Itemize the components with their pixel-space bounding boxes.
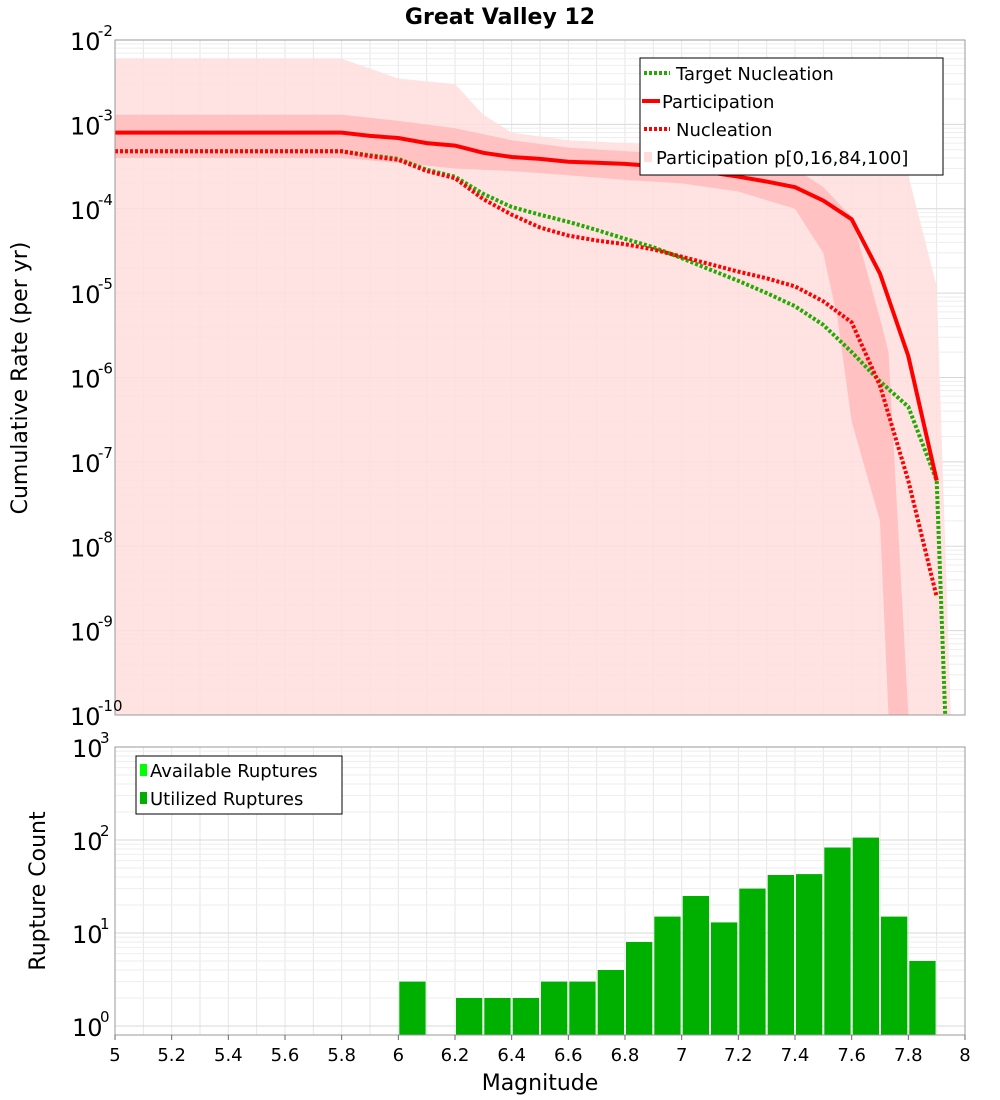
x-tick-label: 7.4 (781, 1045, 810, 1066)
series-line-nucleation (115, 149, 939, 598)
rupture-bars (399, 837, 936, 1035)
x-tick-label: 5 (109, 1045, 120, 1066)
rupture-bar (541, 981, 568, 1035)
legend-label-participation-band: Participation p[0,16,84,100] (656, 148, 908, 169)
legend-label-target-nucleation: Target Nucleation (675, 64, 834, 85)
x-tick-label: 6.8 (611, 1045, 640, 1066)
legend-swatch-utilized (140, 792, 147, 804)
rupture-bar (512, 998, 539, 1035)
legend-swatch-participation-band (644, 152, 652, 162)
rupture-bar (682, 896, 709, 1035)
top-y-tick-exponent: -7 (98, 444, 113, 462)
top-y-tick-exponent: -5 (98, 275, 113, 293)
bottom-y-tick-label: 10 (72, 1014, 103, 1042)
x-tick-label: 7.8 (894, 1045, 923, 1066)
bottom-legend: Available Ruptures Utilized Ruptures (135, 755, 343, 815)
bottom-y-tick-label: 10 (72, 921, 103, 949)
bottom-plot-frame (114, 746, 966, 1036)
rupture-bar (711, 922, 738, 1035)
x-ticks: 5 5.2 5.4 5.6 5.8 6 6.2 6.4 6.6 6.8 7 7.2 7.4 7.6 7.8 8 (109, 1035, 971, 1066)
rupture-bar (597, 970, 624, 1035)
top-y-tick-exponent: -2 (98, 22, 113, 40)
rupture-bar (484, 998, 511, 1035)
top-y-tick-label: 10 (70, 28, 101, 56)
x-tick-label: 6 (393, 1045, 404, 1066)
top-y-tick-label: 10 (70, 366, 101, 394)
bottom-y-tick-label: 10 (72, 735, 103, 763)
top-y-tick-exponent: -9 (98, 613, 113, 631)
top-y-tick-label: 10 (70, 619, 101, 647)
x-axis-label: Magnitude (482, 1071, 599, 1096)
chart-title: Great Valley 12 (405, 5, 595, 30)
rate-lines (115, 130, 948, 716)
top-plot-frame (114, 39, 966, 716)
bottom-y-tick-exponent: 3 (100, 729, 110, 747)
top-legend: Target Nucleation Participation Nucleati… (639, 57, 944, 176)
bottom-y-axis-label: Rupture Count (26, 811, 51, 971)
top-y-tick-label: 10 (70, 534, 101, 562)
x-tick-label: 8 (959, 1045, 970, 1066)
x-tick-label: 5.6 (271, 1045, 300, 1066)
legend-label-available: Available Ruptures (150, 761, 318, 782)
top-y-axis-label: Cumulative Rate (per yr) (8, 242, 33, 515)
rupture-bar (796, 874, 823, 1035)
top-y-tick-label: 10 (70, 281, 101, 309)
x-tick-label: 6.6 (554, 1045, 583, 1066)
rupture-bar (399, 981, 426, 1035)
x-tick-label: 5.4 (214, 1045, 243, 1066)
top-y-tick-exponent: -4 (98, 191, 113, 209)
x-tick-label: 5.2 (157, 1045, 186, 1066)
top-y-tick-exponent: -10 (98, 697, 123, 715)
percentile-bands (115, 58, 951, 716)
bottom-y-tick-exponent: 0 (100, 1008, 110, 1026)
top-y-tick-exponent: -3 (98, 106, 113, 124)
rupture-bar (626, 942, 653, 1035)
legend-swatch-available (140, 764, 147, 776)
top-y-tick-exponent: -8 (98, 528, 113, 546)
rupture-bar (569, 981, 596, 1035)
x-tick-label: 7.2 (724, 1045, 753, 1066)
rupture-bar (824, 847, 851, 1035)
rupture-bar (456, 998, 483, 1035)
top-y-tick-label: 10 (70, 112, 101, 140)
rupture-bar (739, 888, 766, 1035)
top-y-tick-label: 10 (70, 703, 101, 731)
legend-label-participation: Participation (662, 92, 774, 113)
top-y-tick-exponent: -6 (98, 360, 113, 378)
percentile-band-p0-100 (115, 58, 951, 715)
x-tick-label: 7 (676, 1045, 687, 1066)
bottom-legend-box (135, 755, 343, 815)
rupture-bar (909, 961, 936, 1035)
x-tick-label: 7.6 (837, 1045, 866, 1066)
bottom-y-tick-exponent: 2 (100, 822, 110, 840)
top-y-tick-label: 10 (70, 197, 101, 225)
rupture-bar (852, 837, 879, 1035)
rupture-bar (767, 875, 794, 1035)
rupture-bar (654, 916, 681, 1035)
bottom-y-tick-label: 10 (72, 828, 103, 856)
x-tick-label: 6.4 (497, 1045, 526, 1066)
series-line-participation (115, 130, 939, 482)
legend-label-utilized: Utilized Ruptures (150, 789, 303, 810)
legend-label-nucleation: Nucleation (676, 120, 772, 141)
rupture-bar (881, 916, 908, 1035)
x-tick-label: 5.8 (327, 1045, 356, 1066)
x-tick-label: 6.2 (441, 1045, 470, 1066)
top-y-tick-label: 10 (70, 450, 101, 478)
top-legend-box (639, 57, 944, 176)
bottom-y-tick-exponent: 1 (100, 915, 110, 933)
